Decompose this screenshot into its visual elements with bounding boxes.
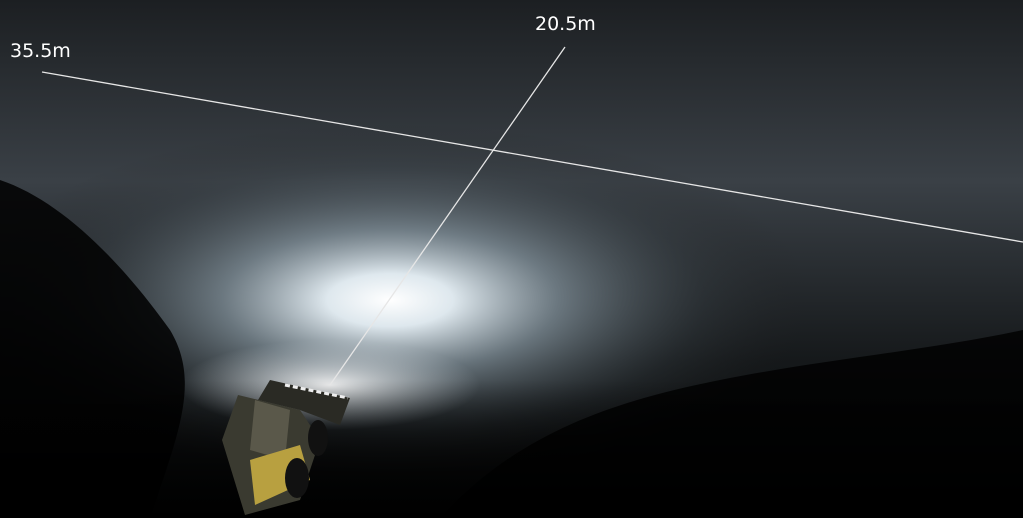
- distance-label: 35.5m: [10, 40, 71, 62]
- forward-measure-line: [329, 46, 566, 386]
- vehicle: [222, 380, 350, 515]
- horizontal-measure-line: [41, 71, 1023, 243]
- distance-label: 20.5m: [535, 13, 596, 35]
- ground-fade: [0, 380, 1023, 518]
